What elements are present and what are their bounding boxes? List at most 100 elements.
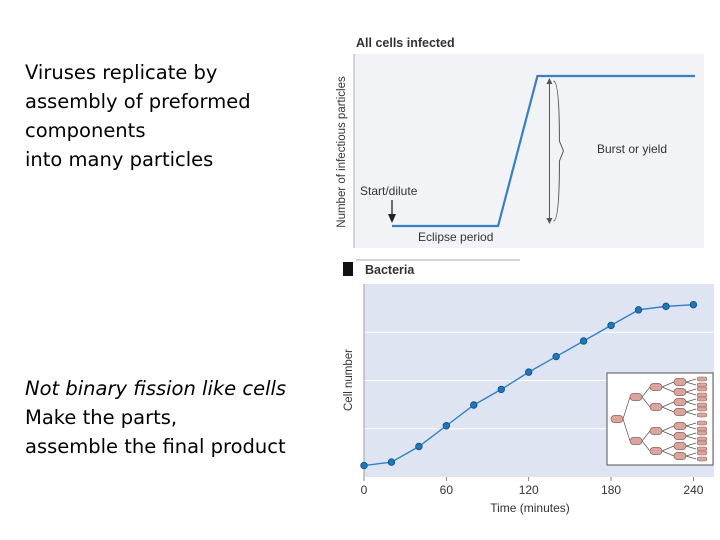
inset-cell-16 [696, 382, 708, 388]
inset-cell-29 [696, 450, 708, 456]
chart1-burst-arrowhead-top [546, 78, 553, 84]
inset-link-24 [685, 432, 697, 437]
inset-cell-8 [673, 388, 687, 396]
chart2-xtick-label-3: 180 [601, 483, 621, 497]
comparison-text-block: Not binary fission like cells Make the p… [25, 374, 286, 461]
chart1-start-label: Start/dilute [360, 184, 418, 198]
inset-cell-22 [696, 412, 708, 418]
inset-cell-9 [673, 398, 687, 406]
inset-link-2 [641, 386, 651, 398]
inset-cell-15 [696, 376, 708, 382]
inset-link-27 [685, 445, 697, 450]
chart2-point-2 [415, 442, 423, 451]
inset-link-4 [641, 430, 651, 442]
inset-link-29 [685, 455, 697, 460]
intro-line-4: into many particles [25, 148, 214, 171]
inset-link-3 [641, 396, 651, 408]
binary-fission-inset [606, 372, 714, 466]
inset-link-10 [661, 425, 675, 432]
virus-growth-chart: All cells infected Number of infectious … [336, 36, 704, 248]
chart2-point-6 [525, 368, 533, 376]
inset-link-0 [622, 396, 631, 420]
inset-cell-2 [629, 437, 643, 445]
inset-link-21 [685, 411, 697, 416]
inset-link-11 [661, 430, 675, 437]
chart2-title: Bacteria [365, 263, 415, 277]
inset-link-9 [661, 406, 675, 413]
inset-link-26 [685, 442, 697, 447]
inset-link-20 [685, 408, 697, 413]
bacteria-growth-chart: Bacteria Cell number 0 60 120 180 240 Time (… [343, 259, 714, 515]
chart2-point-3 [442, 422, 451, 430]
inset-link-8 [661, 401, 675, 408]
inset-cell-11 [673, 422, 687, 430]
chart2-point-4 [470, 401, 478, 409]
inset-cell-25 [696, 430, 708, 436]
inset-cell-5 [649, 427, 663, 435]
inset-cell-13 [673, 442, 687, 450]
inset-cell-20 [696, 402, 708, 408]
inset-cell-7 [673, 378, 687, 386]
inset-link-18 [685, 398, 697, 403]
chart1-plot-area [354, 54, 704, 248]
inset-cell-17 [696, 386, 708, 392]
inset-cell-28 [696, 446, 708, 452]
chart2-point-8 [579, 337, 588, 345]
chart2-point-5 [497, 385, 505, 394]
inset-link-17 [685, 391, 697, 396]
chart2-point-7 [552, 352, 560, 361]
inset-link-19 [685, 401, 697, 406]
inset-link-23 [685, 425, 697, 430]
inset-cell-12 [673, 432, 687, 440]
inset-link-22 [685, 422, 697, 427]
chart1-burst-label: Burst or yield [597, 142, 667, 156]
chart1-eclipse-label: Eclipse period [418, 230, 493, 244]
intro-line-1: Viruses replicate by [25, 61, 218, 84]
inset-link-28 [685, 452, 697, 457]
comparison-line-italic: Not binary fission like cells [25, 377, 287, 400]
inset-link-7 [661, 386, 675, 393]
chart1-ylabel: Number of infectious particles [336, 76, 348, 228]
inset-cell-23 [696, 420, 708, 426]
inset-cell-30 [696, 456, 708, 462]
inset-cell-26 [696, 436, 708, 442]
chart1-title: All cells infected [356, 36, 455, 50]
inset-cell-4 [649, 403, 663, 411]
chart2-legend-swatch [343, 262, 353, 276]
inset-cell-3 [649, 383, 663, 391]
chart1-burst-bracket [553, 80, 564, 222]
comparison-line-1: Make the parts, [25, 406, 178, 429]
chart2-xlabel: Time (minutes) [490, 501, 570, 515]
inset-cell-18 [696, 392, 708, 398]
chart2-xtick-label-4: 240 [683, 483, 703, 497]
inset-link-1 [622, 418, 631, 442]
inset-cell-24 [696, 426, 708, 432]
chart2-xtick-label-1: 60 [440, 483, 454, 497]
inset-cell-19 [696, 396, 708, 402]
chart2-xtick-label-2: 120 [519, 483, 539, 497]
chart2-point-10 [634, 306, 643, 314]
chart2-point-11 [662, 302, 670, 311]
inset-cell-10 [673, 408, 687, 416]
chart2-point-0 [360, 461, 368, 470]
chart1-start-arrowhead [388, 214, 396, 223]
inset-cell-6 [649, 447, 663, 455]
chart2-point-12 [689, 300, 698, 309]
inset-link-14 [685, 378, 697, 383]
inset-link-15 [685, 381, 697, 386]
intro-line-2: assembly of preformed [25, 90, 251, 113]
intro-text-block: Viruses replicate by assembly of preform… [25, 58, 251, 174]
comparison-line-2: assemble the final product [25, 435, 286, 458]
inset-link-13 [661, 450, 675, 457]
chart2-xtick-label-0: 0 [361, 483, 368, 497]
chart2-point-9 [607, 321, 615, 330]
inset-cell-27 [696, 440, 708, 446]
inset-link-16 [685, 388, 697, 393]
inset-link-25 [685, 435, 697, 440]
inset-cell-0 [610, 415, 624, 423]
inset-link-6 [661, 381, 675, 388]
inset-cell-21 [696, 406, 708, 412]
inset-cell-1 [629, 393, 643, 401]
inset-cell-14 [673, 452, 687, 460]
intro-line-3: components [25, 119, 146, 142]
